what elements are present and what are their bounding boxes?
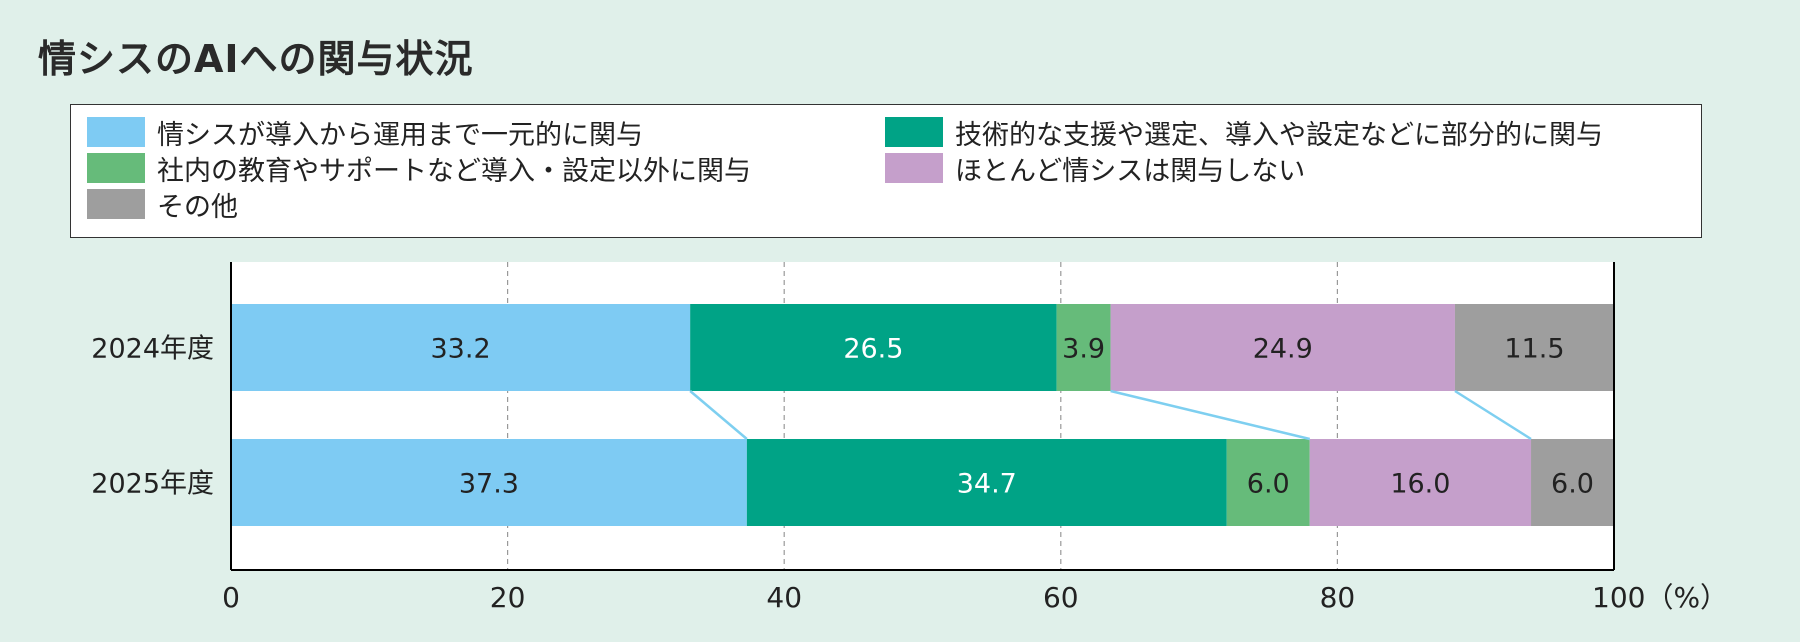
legend-label: その他 <box>157 191 238 223</box>
legend-label: ほとんど情シスは関与しない <box>955 155 1306 187</box>
data-label: 6.0 <box>1551 469 1594 500</box>
legend-label: 技術的な支援や選定、導入や設定などに部分的に関与 <box>955 119 1603 151</box>
bar-segment <box>1454 304 1614 391</box>
x-tick-label: 80 <box>1320 581 1356 614</box>
legend-item: その他 <box>87 187 238 223</box>
legend-item: 情シスが導入から運用まで一元的に関与 <box>87 115 643 151</box>
x-tick-label: 20 <box>490 581 526 614</box>
legend-swatch <box>87 117 145 147</box>
x-tick-label: 60 <box>1043 581 1079 614</box>
bar-segment <box>1110 304 1455 391</box>
x-tick-label: 0 <box>222 581 240 614</box>
bar-segment <box>1056 304 1111 391</box>
category-label: 2025年度 <box>91 469 214 500</box>
data-label: 3.9 <box>1062 334 1105 365</box>
connector-line <box>1110 389 1311 441</box>
legend-swatch <box>87 153 145 183</box>
connector-line <box>1454 389 1532 441</box>
legend-label: 情シスが導入から運用まで一元的に関与 <box>157 119 643 151</box>
connector-line <box>689 390 748 440</box>
legend-label: 社内の教育やサポートなど導入・設定以外に関与 <box>157 155 751 187</box>
data-label: 37.3 <box>459 469 519 500</box>
bar-segment <box>746 439 1227 526</box>
x-tick-label: 40 <box>766 581 802 614</box>
legend-item: ほとんど情シスは関与しない <box>885 151 1306 187</box>
data-label: 16.0 <box>1390 469 1450 500</box>
data-label: 6.0 <box>1247 469 1290 500</box>
legend: 情シスが導入から運用まで一元的に関与 技術的な支援や選定、導入や設定などに部分的に… <box>70 104 1702 238</box>
data-label: 33.2 <box>431 334 491 365</box>
legend-swatch <box>885 153 943 183</box>
legend-item: 技術的な支援や選定、導入や設定などに部分的に関与 <box>885 115 1603 151</box>
legend-item: 社内の教育やサポートなど導入・設定以外に関与 <box>87 151 751 187</box>
legend-swatch <box>87 189 145 219</box>
bar-segment <box>231 304 691 391</box>
chart-title: 情シスのAIへの関与状況 <box>38 37 474 81</box>
data-label: 24.9 <box>1253 334 1313 365</box>
legend-swatch <box>885 117 943 147</box>
bar-segment <box>231 439 747 526</box>
bar-segment <box>690 304 1057 391</box>
bar-segment <box>1226 439 1310 526</box>
data-label: 26.5 <box>843 334 903 365</box>
category-label: 2024年度 <box>91 334 214 365</box>
data-label: 34.7 <box>957 469 1017 500</box>
x-tick-label: 100（%） <box>1592 581 1728 614</box>
data-label: 11.5 <box>1504 334 1564 365</box>
bar-segment <box>1309 439 1532 526</box>
bar-segment <box>1531 439 1614 526</box>
